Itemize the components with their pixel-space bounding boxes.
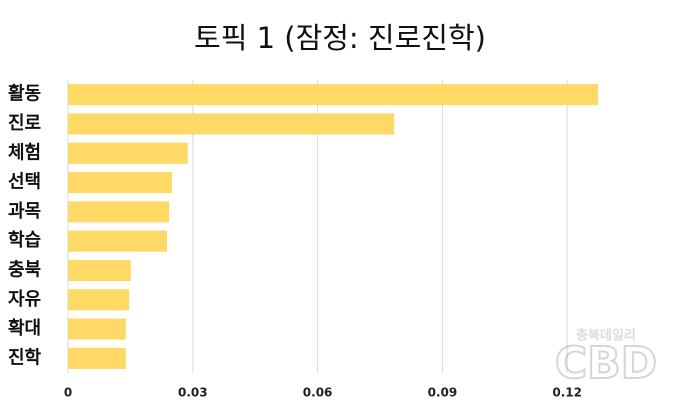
x-tick-label: 0.06 [303,386,333,400]
y-tick-label: 진학 [8,346,42,368]
x-tick-label: 0.09 [428,386,458,400]
x-tick-label: 0.12 [552,386,582,400]
y-tick-label: 확대 [8,318,41,339]
watermark-logo: CBD [555,338,657,389]
x-tick-label: 0 [64,386,72,400]
watermark: 충북데일리 CBD [554,328,658,391]
y-tick-label: 자유 [8,289,41,310]
x-tick-label: 0.03 [178,386,208,400]
watermark-caption: 충북데일리 [576,328,636,344]
y-tick-label: 선택 [8,172,41,193]
y-tick-label: 과목 [8,201,41,222]
y-tick-label: 학습 [8,229,41,251]
bar [68,347,126,369]
y-tick-label: 체험 [8,141,41,163]
bar [68,142,188,164]
y-tick-label: 활동 [8,84,41,105]
bar [68,84,598,106]
bar [68,259,131,281]
chart-title: 토픽 1 (잠정: 진로진학) [194,21,486,55]
bar [68,318,126,340]
y-tick-label: 진로 [8,113,41,134]
bar [68,230,168,252]
bar [68,201,170,223]
bar [68,172,172,194]
y-tick-label: 충북 [8,259,41,280]
bar [68,289,130,311]
bar [68,113,395,135]
